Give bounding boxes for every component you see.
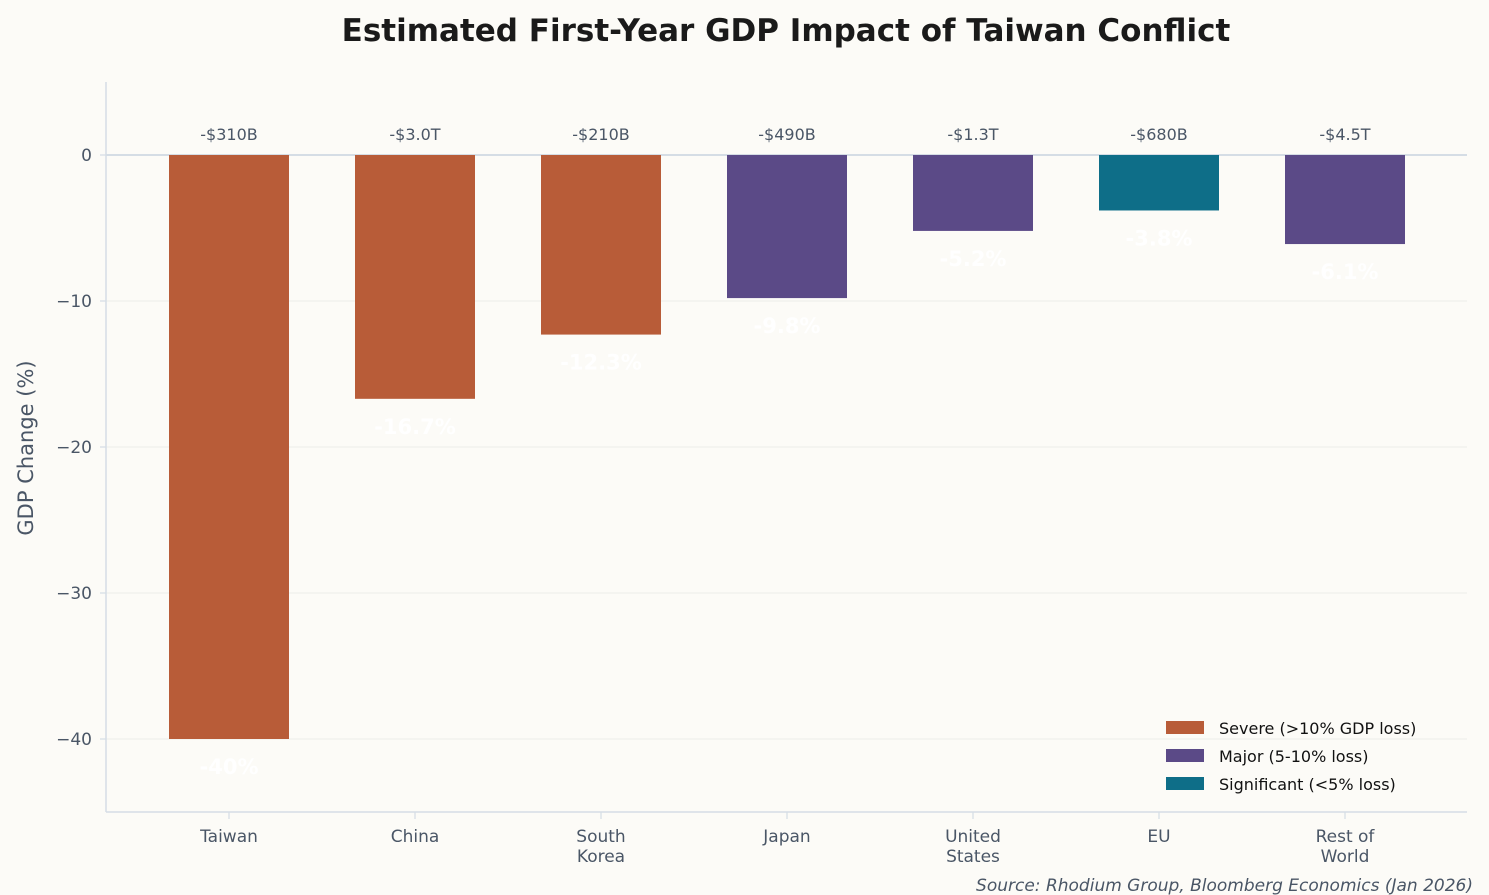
chart-title: Estimated First-Year GDP Impact of Taiwa…: [342, 13, 1231, 49]
y-tick-label: 0: [81, 146, 92, 166]
legend-label-significant: Significant (<5% loss): [1219, 775, 1396, 794]
dollar-label: -$490B: [758, 125, 815, 144]
x-tick-label: China: [391, 827, 440, 847]
legend-swatch-major: [1166, 749, 1204, 762]
bar: [541, 155, 661, 335]
legend-label-severe: Severe (>10% GDP loss): [1219, 719, 1416, 738]
bar: [1099, 155, 1219, 211]
value-label: -5.2%: [940, 247, 1007, 271]
dollar-label: -$1.3T: [947, 125, 998, 144]
x-tick-label: World: [1321, 847, 1370, 867]
value-label: -6.1%: [1312, 260, 1379, 284]
x-tick-label: Japan: [762, 827, 810, 847]
x-tick-label: South: [576, 827, 625, 847]
legend-label-major: Major (5-10% loss): [1219, 747, 1369, 766]
y-tick-label: −20: [56, 438, 92, 458]
x-tick-label: EU: [1147, 827, 1170, 847]
bar: [355, 155, 475, 399]
value-label: -40%: [200, 755, 259, 779]
y-tick-label: −40: [56, 730, 92, 750]
dollar-label: -$210B: [572, 125, 629, 144]
y-axis-label: GDP Change (%): [14, 360, 38, 535]
bar: [727, 155, 847, 299]
bar: [913, 155, 1033, 231]
legend-swatch-severe: [1166, 721, 1204, 734]
legend-swatch-significant: [1166, 777, 1204, 790]
dollar-label: -$4.5T: [1319, 125, 1370, 144]
x-tick-label: Rest of: [1316, 827, 1376, 847]
value-label: -16.7%: [374, 415, 456, 439]
source-note: Source: Rhodium Group, Bloomberg Economi…: [976, 876, 1473, 895]
bar: [169, 155, 289, 739]
dollar-label: -$310B: [200, 125, 257, 144]
value-label: -12.3%: [560, 351, 642, 375]
y-tick-label: −10: [56, 292, 92, 312]
value-label: -3.8%: [1126, 226, 1193, 250]
y-tick-label: −30: [56, 584, 92, 604]
x-tick-label: Taiwan: [199, 827, 258, 847]
value-label: -9.8%: [754, 314, 821, 338]
dollar-label: -$680B: [1130, 125, 1187, 144]
bar: [1285, 155, 1405, 245]
x-tick-label: Korea: [577, 847, 625, 867]
x-tick-label: United: [945, 827, 1001, 847]
x-tick-label: States: [946, 847, 1000, 867]
dollar-label: -$3.0T: [389, 125, 440, 144]
